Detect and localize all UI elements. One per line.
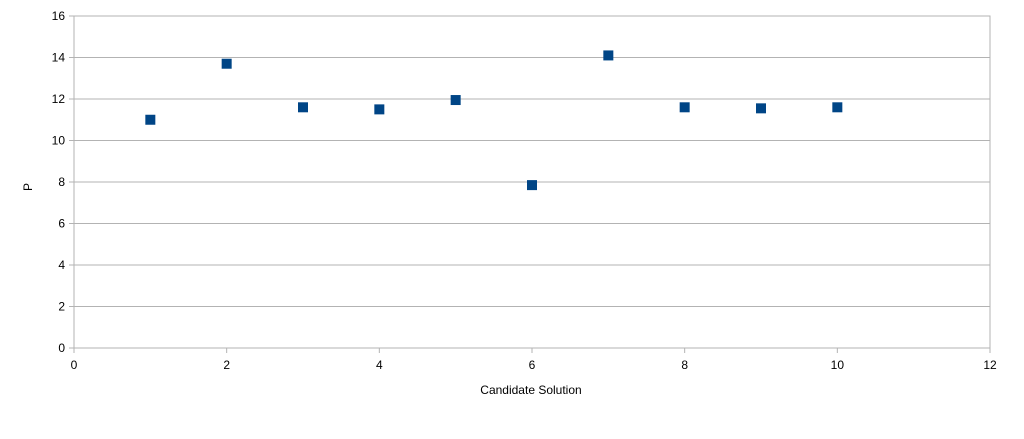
x-tick-label: 10 xyxy=(831,358,845,372)
data-point-marker xyxy=(145,114,156,125)
y-tick-label: 0 xyxy=(58,341,65,355)
x-tick-label: 0 xyxy=(71,358,78,372)
y-tick-label: 4 xyxy=(58,258,65,272)
data-point-marker xyxy=(832,102,843,113)
x-tick-label: 2 xyxy=(223,358,230,372)
data-point-marker xyxy=(374,104,385,115)
data-point-marker xyxy=(298,102,308,113)
y-tick-label: 2 xyxy=(58,300,65,314)
y-tick-label: 10 xyxy=(52,134,66,148)
y-axis-title: P xyxy=(21,183,35,191)
x-tick-label: 4 xyxy=(376,358,383,372)
data-point-marker xyxy=(679,102,690,113)
y-tick-label: 14 xyxy=(52,51,66,65)
data-point-marker xyxy=(527,180,537,191)
plot-border xyxy=(73,15,991,349)
y-tick-label: 12 xyxy=(52,92,66,106)
grid-lines xyxy=(74,15,990,307)
data-point-marker xyxy=(756,103,766,114)
x-tick-label: 12 xyxy=(983,358,997,372)
x-tick-label: 6 xyxy=(529,358,536,372)
x-axis-title: Candidate Solution xyxy=(480,383,581,397)
data-point-marker xyxy=(450,95,461,106)
data-point-marker xyxy=(221,58,232,69)
tick-labels: 0 2 4 6 8 10 12 14 16 0 2 4 6 8 10 12 xyxy=(52,9,997,372)
x-tick-label: 8 xyxy=(681,358,688,372)
data-point-marker xyxy=(603,50,614,61)
y-tick-label: 8 xyxy=(58,175,65,189)
y-tick-label: 6 xyxy=(58,217,65,231)
data-points xyxy=(145,50,843,191)
axes xyxy=(69,15,991,353)
y-tick-label: 16 xyxy=(52,9,66,23)
